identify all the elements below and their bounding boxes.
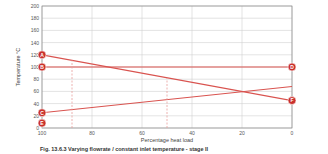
x-tick-label: 100	[38, 130, 47, 136]
series-line	[42, 66, 292, 67]
point-label: A	[40, 52, 44, 58]
plot-frame	[42, 6, 292, 128]
series-line	[167, 78, 168, 128]
series-line	[42, 55, 292, 101]
point-label: F	[290, 97, 293, 103]
y-tick-label: 60	[33, 88, 39, 94]
y-tick-label: 200	[31, 3, 40, 9]
point-label: D	[290, 64, 294, 70]
x-axis-title: Percentage heat load	[141, 137, 193, 143]
y-tick-label: 180	[31, 15, 40, 21]
grid-line	[42, 54, 292, 55]
x-tick-label: 0	[291, 130, 294, 136]
point-marker	[38, 109, 46, 117]
x-tick-label: 40	[189, 130, 195, 136]
point-marker	[288, 63, 296, 71]
y-tick-label: 160	[31, 27, 40, 33]
y-tick-label: 80	[33, 76, 39, 82]
plot-area	[42, 55, 292, 128]
grid-line	[42, 67, 292, 68]
point-marker	[38, 63, 46, 71]
chart: 020406080100120140160180200100806040200P…	[0, 0, 328, 154]
point-marker	[288, 97, 296, 105]
point-marker	[38, 119, 46, 127]
point-label: E	[40, 120, 44, 126]
x-tick-label: 60	[139, 130, 145, 136]
y-tick-label: 40	[33, 101, 39, 107]
caption: Fig. 13.6.3 Varying flowrate / constant …	[40, 146, 209, 152]
point-label: B	[40, 64, 44, 70]
x-tick-label: 80	[89, 130, 95, 136]
y-axis-title: Temperature °C	[15, 48, 21, 87]
x-tick-label: 20	[239, 130, 245, 136]
y-tick-label: 140	[31, 40, 40, 46]
series-line	[72, 60, 73, 128]
grid-line	[42, 30, 292, 31]
point-label: C	[40, 110, 44, 116]
point-marker	[38, 51, 46, 59]
grid-line	[42, 18, 292, 19]
grid-line	[42, 42, 292, 43]
